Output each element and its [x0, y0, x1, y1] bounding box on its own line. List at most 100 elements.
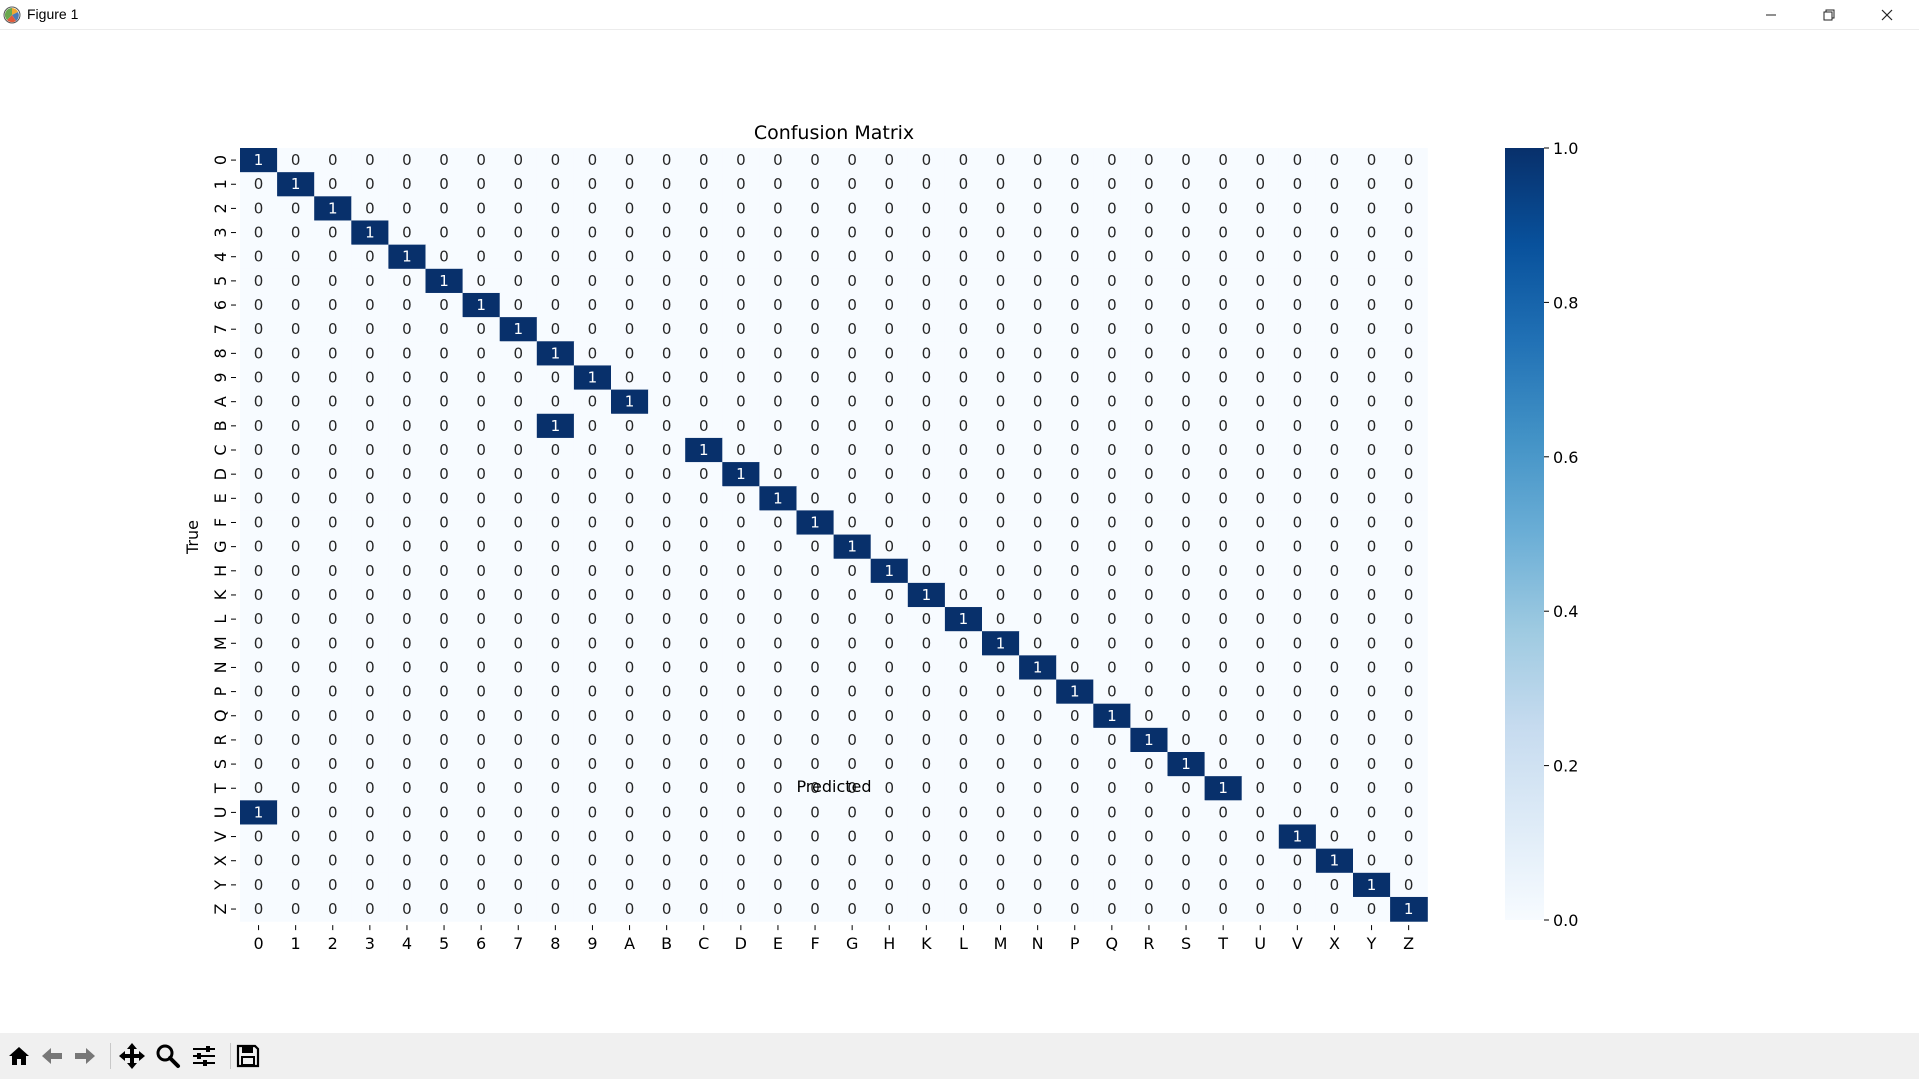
- save-button[interactable]: [233, 1041, 263, 1071]
- cell-value-label: 0: [1404, 369, 1414, 387]
- heatmap-cell: [388, 341, 427, 367]
- cell-value-label: 0: [1330, 731, 1340, 749]
- cell-value-label: 0: [1404, 538, 1414, 556]
- cell-value-label: 0: [773, 417, 783, 435]
- heatmap-cell: [648, 462, 686, 487]
- heatmap-cell: [722, 413, 760, 439]
- heatmap-cell: [1019, 148, 1057, 173]
- heatmap-cell: [388, 437, 427, 463]
- cell-value-label: 0: [439, 779, 449, 797]
- cell-value-label: 0: [551, 658, 561, 676]
- cell-value-label: 1: [884, 562, 894, 580]
- heatmap-cell: [611, 317, 649, 342]
- cell-value-label: 0: [551, 803, 561, 821]
- heatmap-cell: [982, 317, 1020, 342]
- cell-value-label: 0: [662, 586, 672, 604]
- cell-value-label: 0: [365, 562, 375, 580]
- cell-value-label: 0: [810, 538, 820, 556]
- cell-value-label: 0: [513, 707, 523, 725]
- cell-value-label: 0: [476, 828, 486, 846]
- cell-value-label: 0: [1181, 175, 1191, 193]
- heatmap-cell: [907, 292, 946, 318]
- cell-value-label: 0: [328, 900, 338, 918]
- cell-value-label: 0: [1144, 634, 1154, 652]
- heatmap-cell: [314, 172, 352, 197]
- x-tick-label: D: [735, 934, 747, 953]
- cell-value-label: 0: [810, 731, 820, 749]
- heatmap-cell: [388, 196, 427, 222]
- heatmap-cell: [685, 510, 723, 536]
- heatmap-cell: [425, 268, 464, 294]
- cell-value-label: 0: [1367, 610, 1377, 628]
- cell-value-label: 0: [922, 683, 932, 701]
- cell-value-label: 0: [1107, 852, 1117, 870]
- cell-value-label: 0: [254, 610, 264, 628]
- cell-value-label: 0: [291, 393, 301, 411]
- cell-value-label: 0: [1330, 900, 1340, 918]
- cell-value-label: 0: [1144, 828, 1154, 846]
- cell-value-label: 0: [254, 513, 264, 531]
- cell-value-label: 0: [884, 658, 894, 676]
- heatmap-cell: [462, 437, 501, 463]
- x-tick-label: B: [661, 934, 672, 953]
- cell-value-label: 0: [254, 344, 264, 362]
- zoom-button[interactable]: [153, 1041, 183, 1071]
- cell-value-label: 0: [1404, 175, 1414, 193]
- cell-value-label: 0: [773, 175, 783, 193]
- cell-value-label: 0: [365, 248, 375, 266]
- heatmap-cell: [1353, 268, 1391, 294]
- configure-subplots-button[interactable]: [189, 1041, 219, 1071]
- cell-value-label: 0: [1033, 248, 1043, 266]
- heatmap-cell: [722, 268, 760, 294]
- heatmap-cell: [648, 389, 686, 415]
- cell-value-label: 0: [699, 393, 709, 411]
- cell-value-label: 0: [1367, 731, 1377, 749]
- cell-value-label: 0: [1107, 610, 1117, 628]
- restore-button[interactable]: [1800, 0, 1858, 29]
- cell-value-label: 0: [291, 296, 301, 314]
- cell-value-label: 0: [625, 658, 635, 676]
- cell-value-label: 0: [699, 683, 709, 701]
- cell-value-label: 0: [1255, 828, 1265, 846]
- cell-value-label: 0: [1255, 320, 1265, 338]
- cell-value-label: 0: [810, 586, 820, 604]
- cell-value-label: 0: [1218, 344, 1228, 362]
- x-tick-label: E: [773, 934, 783, 953]
- home-button[interactable]: [4, 1041, 34, 1071]
- y-tick-label: F: [211, 518, 230, 527]
- heatmap-cell: [1278, 292, 1317, 318]
- minimize-button[interactable]: [1742, 0, 1800, 29]
- cell-value-label: 1: [1293, 828, 1303, 846]
- cell-value-label: 0: [736, 393, 746, 411]
- cell-value-label: 0: [439, 900, 449, 918]
- heatmap-cell: [573, 317, 612, 342]
- cell-value-label: 0: [736, 248, 746, 266]
- back-button[interactable]: [37, 1041, 67, 1071]
- cell-value-label: 0: [1404, 658, 1414, 676]
- cell-value-label: 0: [1293, 852, 1303, 870]
- heatmap-cell: [870, 268, 909, 294]
- heatmap-cell: [573, 462, 612, 487]
- pan-button[interactable]: [117, 1041, 147, 1071]
- close-button[interactable]: [1858, 0, 1916, 29]
- heatmap-cell: [685, 196, 723, 222]
- cell-value-label: 0: [1181, 683, 1191, 701]
- heatmap-cell: [944, 389, 983, 415]
- cell-value-label: 0: [365, 731, 375, 749]
- heatmap-cell: [1056, 292, 1094, 318]
- cell-value-label: 0: [1070, 803, 1080, 821]
- heatmap-cell: [499, 510, 538, 536]
- heatmap-cell: [425, 292, 464, 318]
- cell-value-label: 0: [365, 900, 375, 918]
- cell-value-label: 0: [847, 199, 857, 217]
- cell-value-label: 0: [1367, 707, 1377, 725]
- heatmap-cell: [759, 244, 798, 270]
- cell-value-label: 0: [1144, 852, 1154, 870]
- forward-button[interactable]: [70, 1041, 100, 1071]
- heatmap-cell: [1093, 389, 1131, 415]
- x-tick-label: 5: [439, 934, 449, 953]
- cell-value-label: 0: [439, 417, 449, 435]
- heatmap-cell: [314, 268, 352, 294]
- heatmap-cell: [759, 292, 798, 318]
